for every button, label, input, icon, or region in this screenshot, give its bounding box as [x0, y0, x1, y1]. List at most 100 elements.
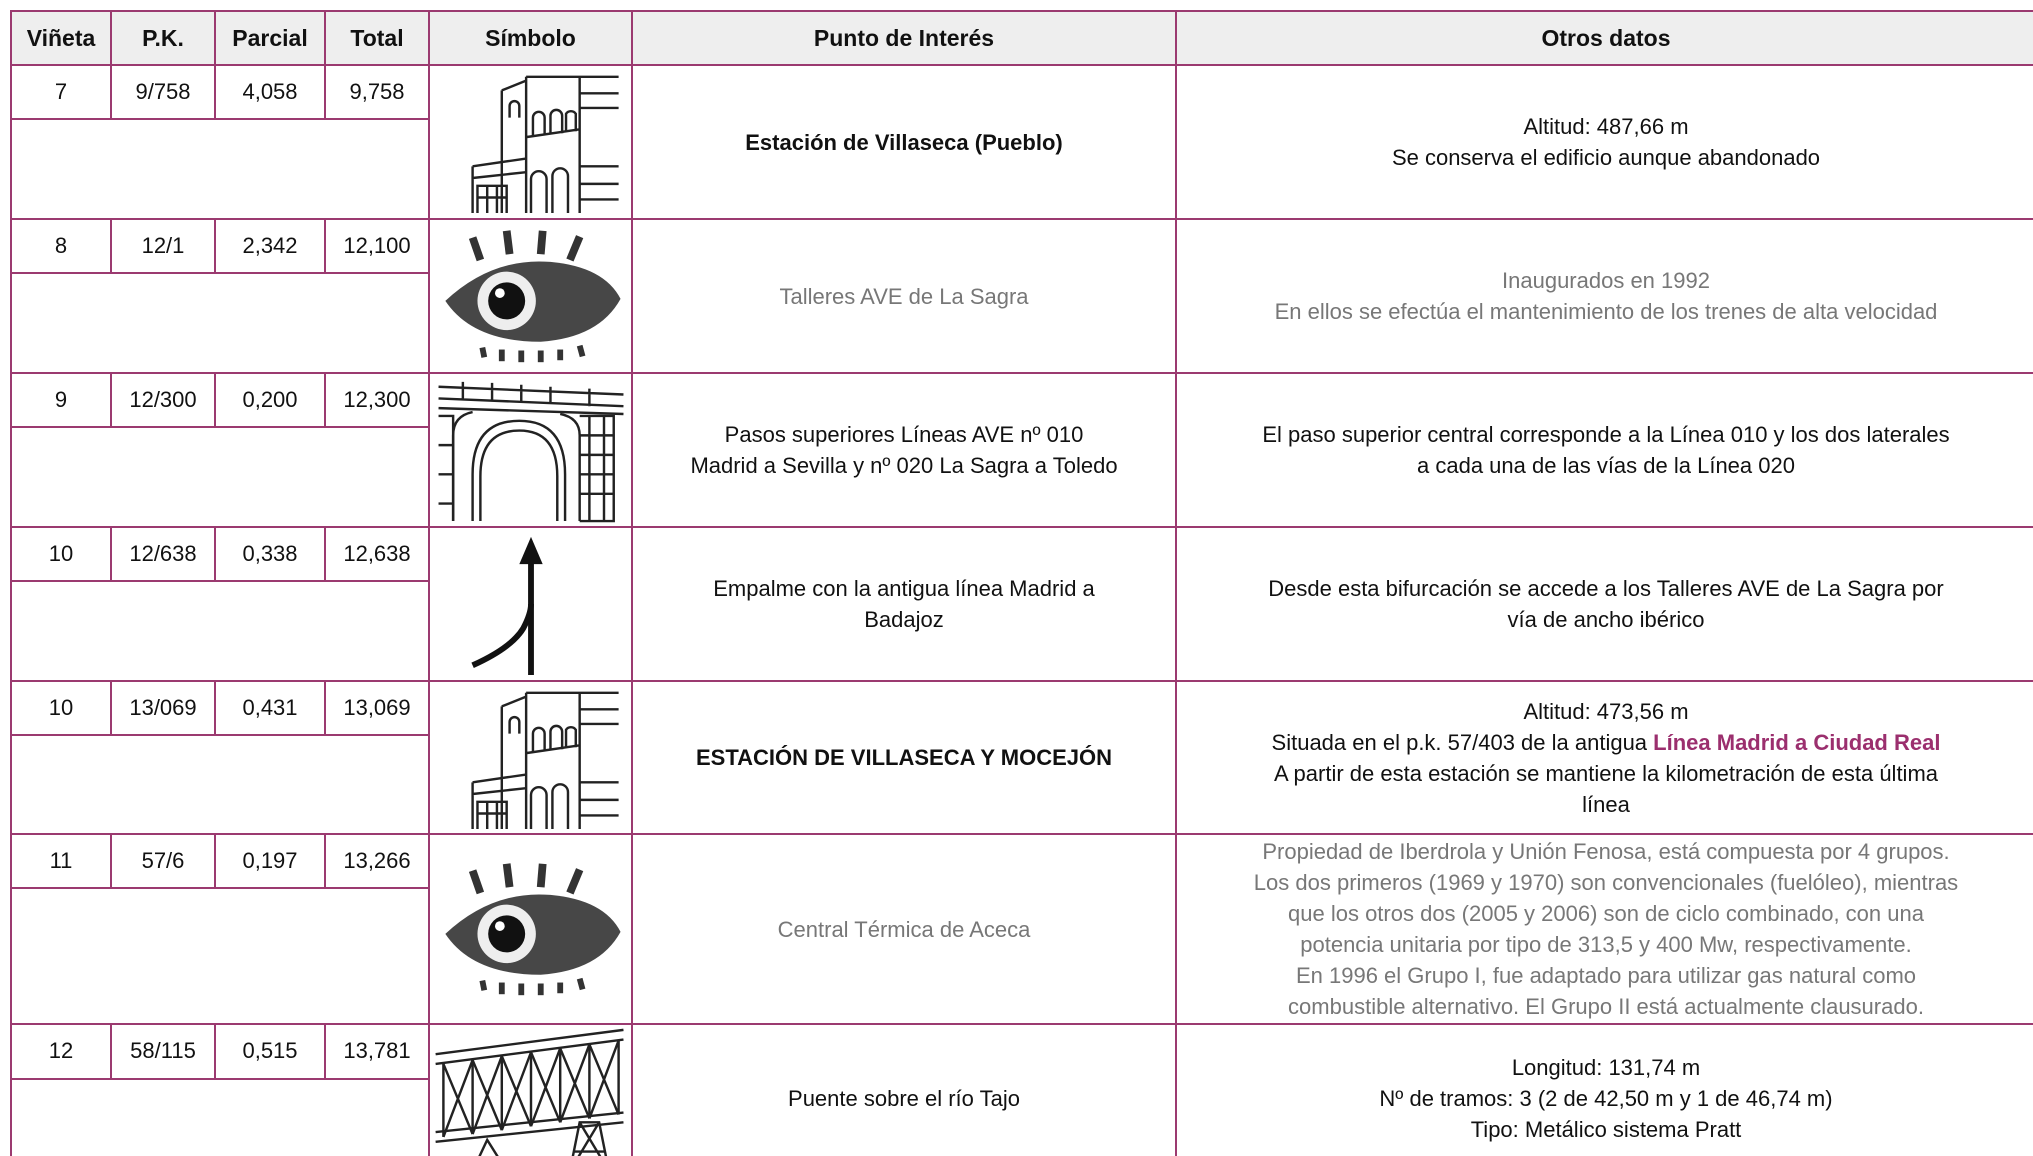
cell-pk: 12/1: [110, 218, 216, 274]
cell-pk: 58/115: [110, 1023, 216, 1080]
other-data: Altitud: 487,66 m Se conserva el edificio…: [1175, 64, 2033, 220]
cell-total: 13,781: [324, 1023, 430, 1080]
cell-vineta: 7: [10, 64, 112, 120]
other-data: Inaugurados en 1992 En ellos se efectúa e…: [1175, 218, 2033, 374]
other-line: Propiedad de Iberdrola y Unión Fenosa, e…: [1262, 839, 1950, 864]
symbol-cell: [428, 526, 633, 682]
poi-line: Talleres AVE de La Sagra: [779, 283, 1029, 309]
table-container: Viñeta P.K. Parcial Total Símbolo Punto de In…: [10, 10, 2033, 1156]
poi-line: Madrid a Sevilla y nº 020 La Sagra a Tol…: [690, 453, 1118, 478]
poi-line: Empalme con la antigua línea Madrid a: [713, 576, 1095, 601]
point-of-interest: Pasos superiores Líneas AVE nº 010 Madrid…: [631, 372, 1177, 528]
cell-parcial: 0,197: [214, 833, 326, 889]
column-header: Punto de Interés: [631, 10, 1177, 66]
poi-line: Puente sobre el río Tajo: [788, 1085, 1020, 1111]
blank-cell: [10, 734, 430, 835]
other-line: Altitud: 473,56 m: [1523, 698, 1689, 724]
column-header: Otros datos: [1175, 10, 2033, 66]
cell-parcial: 0,431: [214, 680, 326, 736]
cell-total: 9,758: [324, 64, 430, 120]
row-bottom: [10, 580, 2033, 682]
cell-total: 12,300: [324, 372, 430, 428]
other-line: que los otros dos (2005 y 2006) son de c…: [1288, 901, 1924, 926]
symbol-icon: [470, 536, 543, 676]
other-line: Se conserva el edificio aunque abandonad…: [1391, 145, 1821, 170]
other-line: Desde esta bifurcación se accede a los T…: [1268, 576, 1944, 601]
blank-cell: [10, 580, 430, 682]
header-row: Viñeta P.K. Parcial Total Símbolo Punto de In…: [10, 10, 2033, 66]
point-of-interest: Puente sobre el río Tajo: [631, 1023, 1177, 1156]
other-line: línea: [1582, 791, 1630, 817]
poi-line: Central Térmica de Aceca: [777, 916, 1031, 942]
cell-pk: 12/638: [110, 526, 216, 582]
point-of-interest: Empalme con la antigua línea Madrid a Bad…: [631, 526, 1177, 682]
cell-vineta: 10: [10, 680, 112, 736]
cell-parcial: 0,338: [214, 526, 326, 582]
table-body: 7 9/758 4,058 9,758 Estación de Villaseca (P…: [10, 64, 2033, 1156]
blank-cell: [10, 272, 430, 374]
other-data: Propiedad de Iberdrola y Unión Fenosa, e…: [1175, 833, 2033, 1025]
cell-pk: 12/300: [110, 372, 216, 428]
other-line: Altitud: 487,66 m: [1523, 114, 1689, 139]
row-top: 8 12/1 2,342 12,100 Talleres AVE de La Sagra…: [10, 218, 2033, 374]
symbol-icon: [444, 863, 621, 996]
row-top: 10 12/638 0,338 12,638 Empalme con la antigu…: [10, 526, 2033, 682]
column-header: P.K.: [110, 10, 216, 66]
point-of-interest: ESTACIÓN DE VILLASECA Y MOCEJÓN: [631, 680, 1177, 835]
symbol-cell: [428, 1023, 633, 1156]
blank-cell: [10, 1077, 430, 1156]
row-top: 9 12/300 0,200 12,300 Pasos superiores Línea…: [10, 372, 2033, 528]
other-line: combustible alternativo. El Grupo II est…: [1288, 994, 1924, 1019]
highlight: Línea Madrid a Ciudad Real: [1653, 729, 1941, 755]
cell-total: 13,069: [324, 680, 430, 736]
symbol-icon: [434, 1028, 624, 1156]
other-line: Los dos primeros (1969 y 1970) son conve…: [1253, 870, 1959, 895]
row-top: 11 57/6 0,197 13,266 Central Térmica de Acec…: [10, 833, 2033, 1025]
column-header: Parcial: [214, 10, 326, 66]
cell-total: 12,638: [324, 526, 430, 582]
poi-table: Viñeta P.K. Parcial Total Símbolo Punto de In…: [10, 10, 2033, 1156]
other-data: Longitud: 131,74 m Nº de tramos: 3 (2 de …: [1175, 1023, 2033, 1156]
other-line: En 1996 el Grupo I, fue adaptado para ut…: [1295, 963, 1917, 988]
cell-pk: 9/758: [110, 64, 216, 120]
cell-pk: 57/6: [110, 833, 216, 889]
row-bottom: [10, 272, 2033, 374]
row-bottom: [10, 887, 2033, 1025]
symbol-icon: [437, 381, 624, 523]
poi-line: Estación de Villaseca (Pueblo): [745, 129, 1063, 155]
symbol-cell: [428, 372, 633, 528]
symbol-cell: [428, 680, 633, 835]
row-bottom: [10, 118, 2033, 220]
point-of-interest: Estación de Villaseca (Pueblo): [631, 64, 1177, 220]
other-line: a cada una de las vías de la Línea 020: [1417, 453, 1795, 478]
cell-parcial: 0,515: [214, 1023, 326, 1080]
other-line: A partir de esta estación se mantiene la…: [1273, 760, 1939, 786]
symbol-icon: [470, 75, 619, 214]
symbol-cell: [428, 64, 633, 220]
row-top: 7 9/758 4,058 9,758 Estación de Villaseca (P…: [10, 64, 2033, 220]
cell-vineta: 10: [10, 526, 112, 582]
cell-parcial: 0,200: [214, 372, 326, 428]
poi-line: ESTACIÓN DE VILLASECA Y MOCEJÓN: [695, 745, 1113, 770]
other-data: Desde esta bifurcación se accede a los T…: [1175, 526, 2033, 682]
row-bottom: [10, 426, 2033, 528]
cell-total: 13,266: [324, 833, 430, 889]
other-line: potencia unitaria por tipo de 313,5 y 40…: [1300, 932, 1912, 957]
row-top: 10 13/069 0,431 13,069 ESTACIÓN DE VILLASECA…: [10, 680, 2033, 835]
symbol-cell: [428, 218, 633, 374]
poi-line: Badajoz: [864, 607, 944, 632]
cell-pk: 13/069: [110, 680, 216, 736]
cell-parcial: 4,058: [214, 64, 326, 120]
other-line: El paso superior central corresponde a l…: [1262, 422, 1950, 447]
other-data: El paso superior central corresponde a l…: [1175, 372, 2033, 528]
blank-cell: [10, 426, 430, 528]
other-line: Nº de tramos: 3 (2 de 42,50 m y 1 de 46,…: [1379, 1085, 1833, 1111]
other-line: Longitud: 131,74 m: [1511, 1054, 1701, 1080]
column-header: Total: [324, 10, 430, 66]
cell-parcial: 2,342: [214, 218, 326, 274]
other-line: Inaugurados en 1992: [1502, 268, 1710, 293]
point-of-interest: Talleres AVE de La Sagra: [631, 218, 1177, 374]
symbol-icon: [444, 230, 621, 363]
other-line: vía de ancho ibérico: [1507, 607, 1705, 632]
